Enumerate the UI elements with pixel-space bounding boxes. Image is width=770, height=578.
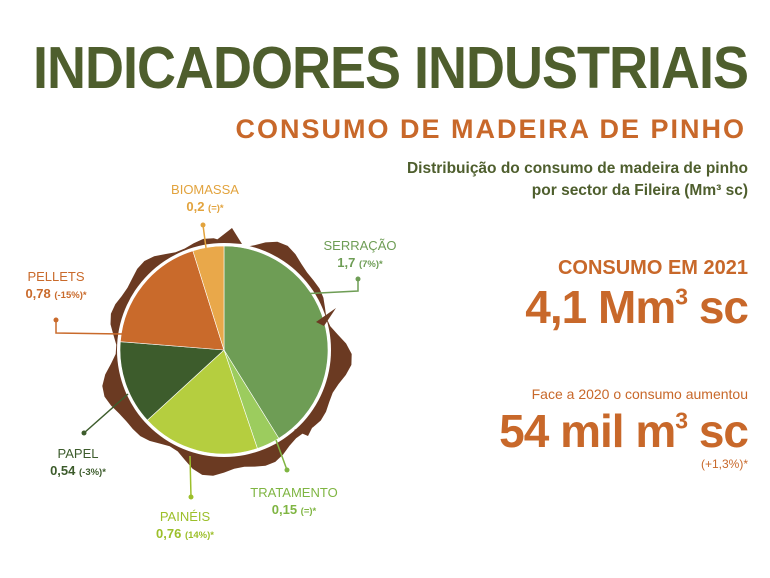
face-unit: sc <box>687 405 749 457</box>
label-value-number-serracao: 1,7 <box>337 255 359 270</box>
label-change-biomassa: (=)* <box>208 203 224 214</box>
label-name-biomassa: BIOMASSA <box>171 182 239 197</box>
label-change-paineis: (14%)* <box>185 530 214 541</box>
consumo-label: CONSUMO EM 2021 <box>557 257 748 279</box>
pie-slice-paineis <box>146 349 258 455</box>
leader-line-pellets <box>55 320 123 335</box>
bark-crack-2 <box>294 420 316 436</box>
bark-crack-1 <box>316 308 336 326</box>
bark-crack-3 <box>214 228 242 244</box>
label-value-papel: 0,54 (-3%)* <box>50 463 106 478</box>
label-value-number-biomassa: 0,2 <box>186 199 208 214</box>
label-value-tratamento: 0,15 (=)* <box>272 502 317 517</box>
face-value: 54 mil m3 sc <box>499 404 749 458</box>
page-subtitle: CONSUMO DE MADEIRA DE PINHO <box>235 114 746 144</box>
label-value-pellets: 0,78 (-15%)* <box>25 286 86 301</box>
leader-line-papel <box>83 393 129 434</box>
label-value-serracao: 1,7 (7%)* <box>337 255 383 270</box>
label-name-tratamento: TRATAMENTO <box>250 485 337 500</box>
leader-line-biomassa <box>202 224 207 249</box>
leader-line-tratamento <box>275 439 288 471</box>
label-value-number-papel: 0,54 <box>50 463 79 478</box>
leader-dot-tratamento <box>284 467 290 473</box>
label-value-paineis: 0,76 (14%)* <box>156 526 214 541</box>
label-change-papel: (-3%)* <box>79 467 106 478</box>
leader-line-serracao <box>299 279 359 295</box>
label-value-biomassa: 0,2 (=)* <box>186 199 224 214</box>
leader-line-paineis <box>189 455 192 498</box>
chart-description: Distribuição do consumo de madeira de pi… <box>407 158 748 202</box>
description-line-2: por sector da Fileira (Mm³ sc) <box>531 182 748 199</box>
label-name-serracao: SERRAÇÃO <box>324 238 397 253</box>
consumo-value: 4,1 Mm3 sc <box>525 280 749 334</box>
leader-dot-papel <box>81 430 87 436</box>
label-change-tratamento: (=)* <box>301 506 317 517</box>
consumo-unit: sc <box>687 281 749 333</box>
label-name-pellets: PELLETS <box>27 269 84 284</box>
label-value-number-tratamento: 0,15 <box>272 502 301 517</box>
consumo-superscript: 3 <box>675 283 688 310</box>
pie-slice-pellets <box>120 250 225 351</box>
leader-dot-biomassa <box>200 222 206 228</box>
label-name-paineis: PAINÉIS <box>160 509 211 524</box>
pie-slice-biomassa <box>192 245 225 351</box>
face-number: 54 mil m <box>499 405 676 457</box>
label-change-serracao: (7%)* <box>359 259 383 270</box>
leader-dot-pellets <box>53 317 59 323</box>
label-name-papel: PAPEL <box>58 446 99 461</box>
page-title: INDICADORES INDUSTRIAIS <box>32 35 749 102</box>
consumo-number: 4,1 Mm <box>525 281 676 333</box>
pie-slice-papel <box>119 341 225 421</box>
face-superscript: 3 <box>675 407 688 434</box>
label-change-pellets: (-15%)* <box>54 290 87 301</box>
leader-dot-serracao <box>355 276 361 282</box>
face-percentage: (+1,3%)* <box>700 457 748 471</box>
label-value-number-paineis: 0,76 <box>156 526 185 541</box>
description-line-1: Distribuição do consumo de madeira de pi… <box>406 160 748 177</box>
label-value-number-pellets: 0,78 <box>25 286 54 301</box>
face-label: Face a 2020 o consumo aumentou <box>531 386 748 402</box>
leader-dot-paineis <box>188 494 194 500</box>
